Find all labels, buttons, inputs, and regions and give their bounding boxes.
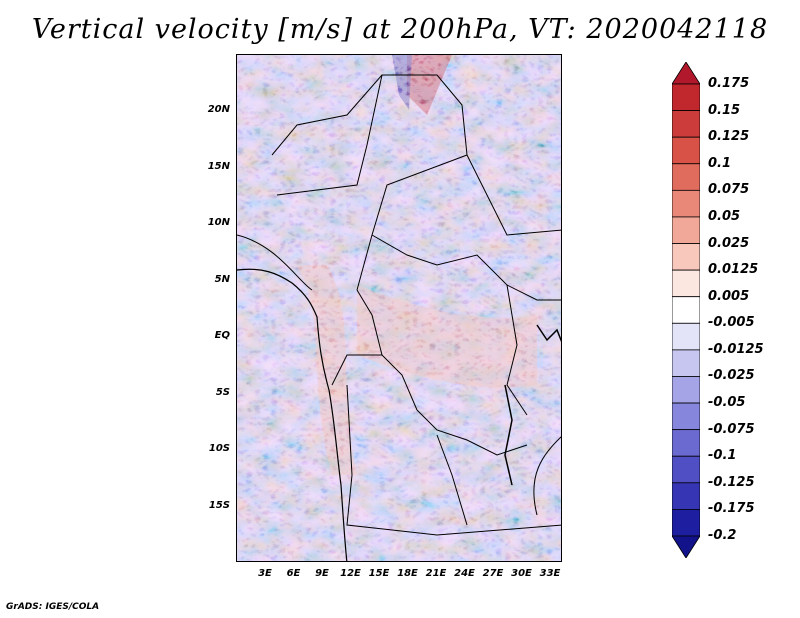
colorbar-segment (672, 482, 700, 510)
lat-tick-label: 5S (215, 386, 230, 398)
colorbar-tick-label: 0.125 (708, 129, 750, 145)
colorbar-segment (672, 243, 700, 271)
colorbar-tick-label: 0.1 (708, 155, 732, 171)
colorbar-tick-label: -0.005 (708, 315, 755, 331)
colorbar-tick-label: -0.2 (708, 528, 737, 543)
colorbar-tick-label: -0.175 (708, 501, 755, 517)
lon-tick-label: 12E (340, 568, 361, 579)
colorbar-segment (672, 455, 700, 484)
colorbar-tick-label: -0.05 (708, 395, 746, 411)
colorbar-tick-label: 0.025 (708, 235, 750, 251)
colorbar-tick-label: 0.15 (708, 102, 741, 118)
lat-tick-label: 10N (207, 217, 230, 228)
lat-tick-label: 15N (207, 160, 230, 172)
colorbar-tick-label: -0.1 (708, 448, 737, 464)
lon-tick-label: 3E (258, 568, 272, 579)
map-plot-area (236, 54, 562, 562)
colorbar-tick-label: 0.05 (708, 208, 741, 224)
lat-tick-label: 15S (208, 499, 230, 511)
colorbar-tick-label: -0.075 (708, 421, 755, 437)
lon-tick-label: 30E (511, 568, 532, 579)
lon-tick-label: 33E (539, 568, 561, 579)
colorbar-segment (672, 110, 700, 138)
colorbar-bottom-arrow (672, 535, 700, 558)
colorbar-tick-label: 0.005 (708, 288, 750, 304)
colorbar-segment (672, 296, 700, 324)
colorbar-segment (672, 163, 700, 191)
colorbar-tick-label: -0.125 (708, 474, 755, 490)
colorbar-segment (672, 83, 700, 111)
colorbar-tick-label: -0.0125 (708, 341, 764, 357)
lon-tick-label: 9E (315, 568, 329, 579)
lon-tick-label: 6E (286, 568, 301, 579)
colorbar-segment (672, 509, 700, 537)
velocity-field-map (237, 55, 561, 561)
colorbar-segment (672, 322, 700, 351)
colorbar-top-arrow (672, 62, 700, 85)
lon-tick-label: 27E (482, 568, 504, 579)
colorbar-segment (672, 216, 700, 244)
lat-tick-label: 10S (208, 443, 230, 454)
colorbar (672, 62, 700, 558)
lon-tick-label: 24E (454, 568, 475, 579)
colorbar-segment (672, 376, 700, 404)
colorbar-tick-label: 0.175 (708, 76, 750, 91)
colorbar-segment (672, 189, 700, 218)
lon-tick-label: 21E (425, 568, 447, 579)
lon-tick-label: 15E (368, 568, 390, 579)
colorbar-segment (672, 269, 700, 298)
colorbar-segment (672, 429, 700, 457)
colorbar-tick-label: 0.0125 (708, 262, 759, 278)
grads-credit: GrADS: IGES/COLA (6, 602, 100, 612)
coastline (237, 268, 348, 561)
chart-title: Vertical velocity [m/s] at 200hPa, VT: 2… (31, 14, 769, 45)
country-borders (237, 74, 561, 536)
lon-tick-label: 18E (397, 568, 418, 579)
lat-tick-label: 5N (214, 273, 230, 285)
colorbar-tick-label: -0.025 (708, 368, 755, 384)
colorbar-segment (672, 349, 700, 377)
colorbar-segment (672, 402, 700, 431)
lat-tick-label: EQ (214, 330, 230, 341)
colorbar-segment (672, 136, 700, 165)
colorbar-tick-label: 0.075 (708, 182, 750, 198)
lat-tick-label: 20N (207, 104, 230, 115)
